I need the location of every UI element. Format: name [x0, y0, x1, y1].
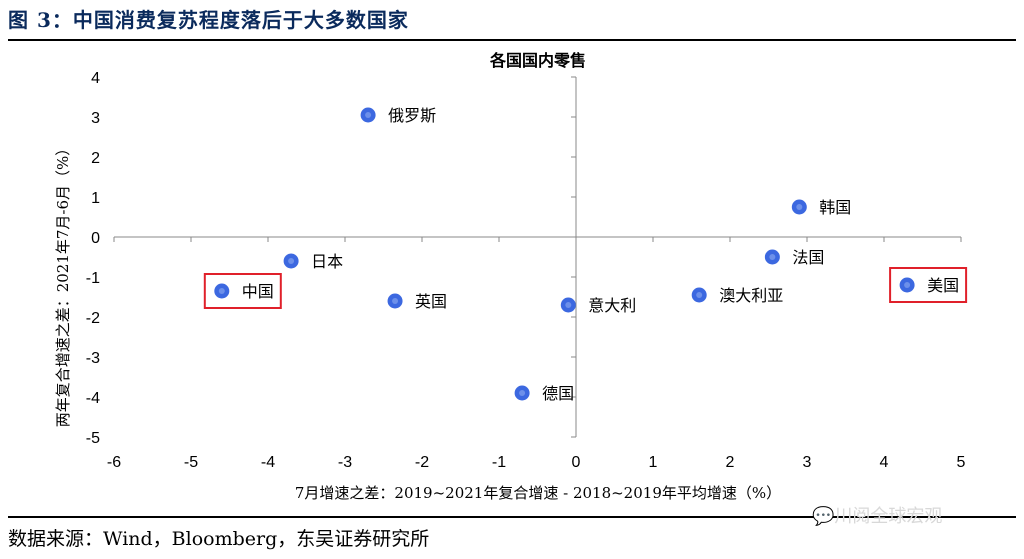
y-tick-labels: 4 3 2 1 0 -1 -2 -3 -4 -5 — [86, 70, 100, 447]
watermark: 💬川阅全球宏观 — [812, 502, 942, 528]
data-point: 英国 — [387, 292, 447, 311]
data-point: 法国 — [764, 248, 824, 267]
chart-title: 各国国内零售 — [489, 51, 586, 70]
x-tick-label: 1 — [649, 454, 658, 471]
x-tick-label: -1 — [492, 454, 506, 471]
y-tick-label: 2 — [91, 150, 100, 167]
y-tick-label: -3 — [86, 350, 100, 367]
point-label: 英国 — [415, 292, 447, 311]
data-point: 日本 — [283, 252, 343, 271]
point-marker-core — [519, 390, 526, 396]
x-tick-label: 2 — [726, 454, 735, 471]
watermark-text: 川阅全球宏观 — [834, 506, 943, 527]
data-point: 美国 — [889, 267, 968, 303]
bottom-rule — [8, 516, 1016, 518]
scatter-chart: -6 -5 -4 -3 -2 -1 0 1 2 3 4 5 4 3 2 1 0 -1 -2 -3 -4 -5 俄罗斯韩国… — [54, 51, 968, 502]
x-tick-label: -6 — [107, 454, 121, 471]
point-label: 中国 — [242, 282, 274, 301]
point-label: 澳大利亚 — [719, 286, 783, 305]
x-tick-label: 4 — [880, 454, 889, 471]
point-marker-core — [904, 282, 911, 288]
y-tick-label: 1 — [91, 190, 100, 207]
point-label: 意大利 — [588, 296, 636, 315]
y-tick-label: -2 — [86, 310, 100, 327]
source-note: 数据来源：Wind，Bloomberg，东吴证券研究所 — [8, 528, 430, 550]
point-label: 韩国 — [819, 198, 851, 217]
y-tick-label: -5 — [86, 430, 100, 447]
y-tick-label: 3 — [91, 110, 100, 127]
chat-bubble-icon: 💬 — [812, 506, 835, 527]
x-tick-labels: -6 -5 -4 -3 -2 -1 0 1 2 3 4 5 — [107, 454, 966, 471]
point-label: 美国 — [927, 276, 959, 295]
point-marker-core — [769, 254, 776, 260]
x-tick-label: -5 — [184, 454, 198, 471]
y-tick-label: -1 — [86, 270, 100, 287]
x-tick-label: -4 — [261, 454, 275, 471]
data-point: 韩国 — [791, 198, 851, 217]
point-marker-core — [565, 302, 572, 308]
y-tick-label: 4 — [91, 70, 100, 87]
highlight-box — [203, 273, 282, 309]
top-rule — [8, 39, 1016, 41]
data-point: 澳大利亚 — [691, 286, 783, 305]
point-marker-core — [796, 204, 803, 210]
point-marker-core — [288, 258, 295, 264]
point-label: 日本 — [311, 252, 343, 271]
data-point: 中国 — [203, 273, 282, 309]
data-point: 意大利 — [560, 296, 636, 315]
x-tick-label: 0 — [572, 454, 581, 471]
axes — [113, 76, 962, 438]
data-point: 俄罗斯 — [360, 106, 436, 125]
x-tick-label: -2 — [415, 454, 429, 471]
point-marker-core — [218, 288, 225, 294]
x-tick-label: 5 — [957, 454, 966, 471]
x-axis-label: 7月增速之差：2019~2021年复合增速 - 2018~2019年平均增速（%… — [295, 484, 781, 502]
y-axis-label: 两年复合增速之差：2021年7月-6月（%） — [54, 141, 72, 428]
highlight-box — [889, 267, 968, 303]
figure-title: 图 3：中国消费复苏程度落后于大多数国家 — [8, 8, 409, 32]
point-marker-core — [696, 292, 703, 298]
data-point: 德国 — [514, 384, 574, 403]
point-label: 俄罗斯 — [388, 106, 436, 125]
point-marker-core — [392, 298, 399, 304]
y-tick-label: -4 — [86, 390, 100, 407]
y-tick-label: 0 — [91, 230, 100, 247]
point-marker-core — [365, 112, 372, 118]
x-tick-label: -3 — [338, 454, 352, 471]
point-label: 法国 — [792, 248, 824, 267]
x-tick-label: 3 — [803, 454, 812, 471]
point-label: 德国 — [542, 384, 574, 403]
